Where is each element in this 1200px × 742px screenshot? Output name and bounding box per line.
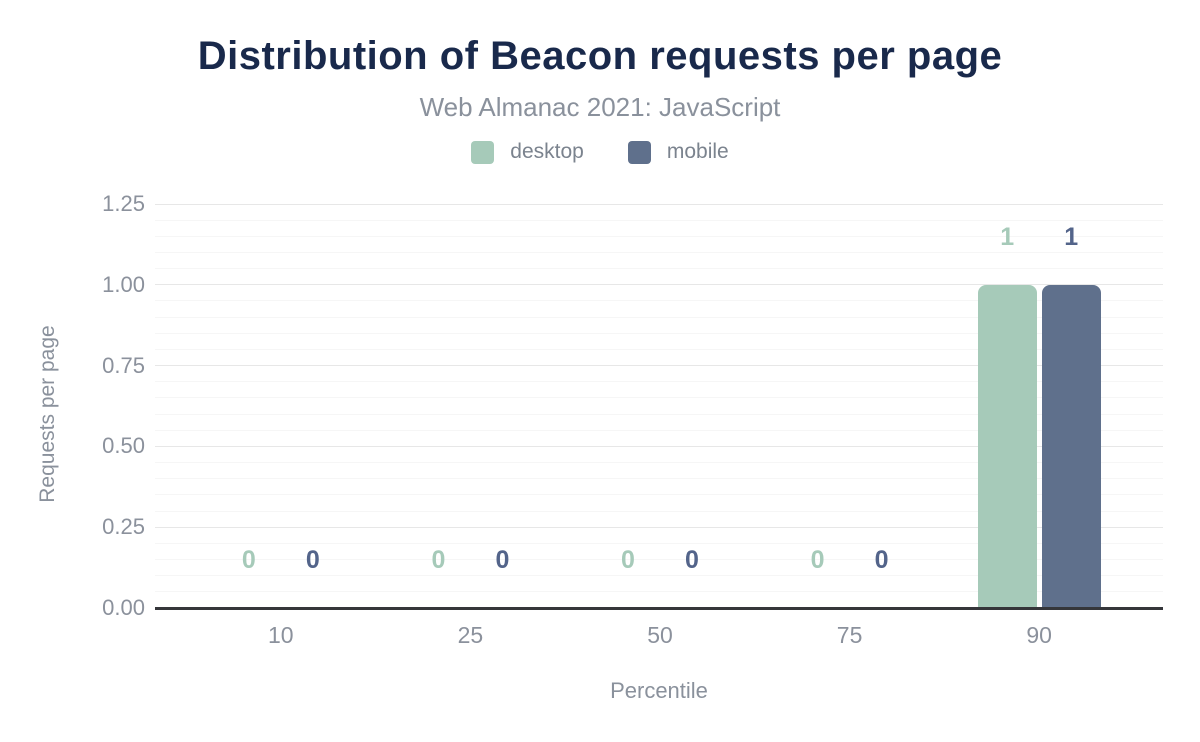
value-label-mobile-p25: 0 [495, 546, 510, 574]
legend-label-desktop: desktop [510, 140, 584, 163]
gridline-minor [155, 235, 1163, 237]
gridline-minor [155, 429, 1163, 431]
value-label-mobile-p10: 0 [305, 546, 320, 574]
y-axis-tick-label: 0.25 [102, 514, 145, 540]
gridline-minor [155, 397, 1163, 399]
value-label-mobile-p75: 0 [874, 546, 889, 574]
x-axis-tick-label: 90 [1026, 622, 1052, 648]
x-axis-tick-label: 10 [268, 622, 294, 648]
gridline-minor [155, 348, 1163, 350]
legend-swatch-mobile [627, 140, 651, 164]
x-axis-tick-label: 50 [647, 622, 673, 648]
legend-swatch-desktop [471, 140, 495, 164]
value-label-desktop-p50: 0 [621, 546, 635, 574]
gridline-minor [155, 316, 1163, 318]
gridline-minor [155, 300, 1163, 302]
gridline-minor [155, 381, 1163, 383]
value-label-desktop-p90: 1 [1000, 222, 1015, 251]
x-axis-tick-label: 75 [836, 622, 863, 648]
gridline-major [155, 526, 1163, 528]
value-label-mobile-p50: 0 [685, 546, 699, 574]
gridline-major [155, 365, 1163, 367]
gridline-minor [155, 219, 1163, 221]
y-axis-tick-label: 1.25 [102, 191, 145, 216]
gridline-major [155, 445, 1163, 447]
gridline-minor [155, 251, 1163, 253]
legend-label-mobile: mobile [666, 140, 729, 163]
chart-subtitle: Web Almanac 2021: JavaScript [419, 92, 781, 122]
value-label-desktop-p75: 0 [810, 546, 825, 574]
y-axis-tick-label: 0.75 [102, 352, 145, 378]
gridline-minor [155, 332, 1163, 334]
bar-desktop-p90 [977, 284, 1037, 608]
x-axis-line [155, 606, 1163, 610]
y-axis-title: Requests per page [36, 325, 59, 503]
gridline-minor [155, 268, 1163, 270]
bar-mobile-p90 [1041, 284, 1101, 608]
x-axis-tick-label: 25 [457, 622, 484, 648]
y-axis-tick-label: 0.00 [102, 595, 145, 620]
gridline-minor [155, 478, 1163, 480]
gridline-minor [155, 462, 1163, 464]
gridline-minor [155, 494, 1163, 496]
legend-item-desktop: desktop [471, 140, 584, 164]
gridline-minor [155, 413, 1163, 415]
gridline-minor [155, 510, 1163, 512]
y-axis-tick-label: 0.50 [102, 433, 145, 459]
value-label-desktop-p10: 0 [241, 546, 256, 574]
gridline-major [155, 203, 1163, 205]
gridline-minor [155, 542, 1163, 544]
legend-item-mobile: mobile [627, 140, 729, 164]
legend: desktop mobile [0, 140, 1200, 164]
gridline-minor [155, 559, 1163, 561]
x-axis-title: Percentile [610, 678, 708, 703]
y-axis-tick-label: 1.00 [102, 271, 145, 297]
value-label-mobile-p90: 1 [1064, 222, 1079, 251]
chart-title: Distribution of Beacon requests per page [197, 34, 1003, 78]
gridline-minor [155, 591, 1163, 593]
gridline-minor [155, 575, 1163, 577]
gridline-major [155, 284, 1163, 286]
value-label-desktop-p25: 0 [431, 546, 446, 574]
